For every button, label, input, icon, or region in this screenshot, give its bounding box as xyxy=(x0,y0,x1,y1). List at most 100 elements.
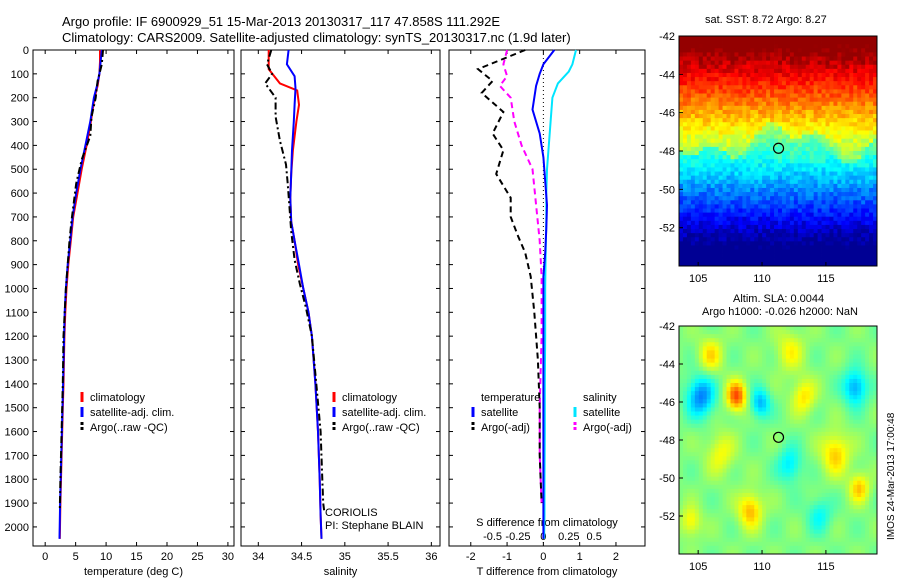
map-cell xyxy=(853,60,858,66)
map-cell xyxy=(702,142,708,148)
map-cell xyxy=(841,374,846,380)
map-cell xyxy=(710,85,716,90)
map-cell xyxy=(722,97,727,103)
map-cell xyxy=(805,411,811,416)
map-cell xyxy=(750,114,755,119)
map-cell xyxy=(833,338,838,343)
map-cell xyxy=(801,224,807,230)
map-cell xyxy=(722,40,727,45)
map-cell xyxy=(770,48,775,53)
map-cell xyxy=(690,56,696,62)
map-cell xyxy=(873,374,878,380)
map-cell xyxy=(758,253,763,259)
map-cell xyxy=(793,122,799,127)
map-cell xyxy=(690,224,696,230)
map-cell xyxy=(758,97,763,103)
map-cell xyxy=(710,334,716,339)
map-cell xyxy=(869,126,874,131)
map-cell xyxy=(829,476,834,482)
map-cell xyxy=(698,208,704,214)
map-cell xyxy=(825,229,830,234)
map-cell xyxy=(837,89,842,94)
map-cell xyxy=(873,118,878,123)
map-cell xyxy=(841,233,846,238)
map-cell xyxy=(746,72,751,78)
map-cell xyxy=(785,383,791,388)
map-cell xyxy=(738,146,743,152)
map-cell xyxy=(754,419,759,425)
map-cell xyxy=(762,423,767,429)
map-cell xyxy=(869,374,874,380)
map-cell xyxy=(734,36,739,41)
map-cell xyxy=(805,350,811,355)
map-cell xyxy=(694,48,700,53)
map-cell xyxy=(817,44,822,49)
map-cell xyxy=(686,187,692,193)
map-cell xyxy=(742,411,747,416)
map-cell xyxy=(734,167,739,172)
map-cell xyxy=(718,36,723,41)
map-cell xyxy=(746,97,751,103)
map-cell xyxy=(762,403,767,408)
map-cell xyxy=(726,155,731,160)
map-cell xyxy=(841,358,846,364)
map-cell xyxy=(706,179,712,185)
map-cell xyxy=(785,338,791,343)
map-cell xyxy=(861,89,866,94)
map-cell xyxy=(730,241,735,246)
map-cell xyxy=(762,440,767,445)
map-cell xyxy=(726,480,731,486)
map-cell xyxy=(865,204,870,209)
map-cell xyxy=(841,89,846,94)
map-cell xyxy=(762,179,767,185)
map-cell xyxy=(774,204,779,209)
map-cell xyxy=(706,56,712,62)
map-cell xyxy=(746,48,751,53)
map-cell xyxy=(813,64,818,70)
map-cell xyxy=(730,142,735,148)
map-cell xyxy=(853,134,858,140)
map-cell xyxy=(754,431,759,437)
map-cell xyxy=(801,395,807,400)
map-cell xyxy=(770,220,775,226)
map-cell xyxy=(789,56,795,62)
map-cell xyxy=(706,460,712,465)
map-cell xyxy=(774,378,779,384)
map-cell xyxy=(706,342,712,347)
map-cell xyxy=(837,196,842,201)
map-cell xyxy=(853,403,858,408)
map-cell xyxy=(742,60,747,66)
map-cell xyxy=(809,423,815,429)
map-cell xyxy=(853,175,858,181)
map-cell xyxy=(833,64,838,70)
map-cell xyxy=(758,212,763,218)
map-cell xyxy=(785,237,791,242)
map-cell xyxy=(722,72,727,78)
map-cell xyxy=(722,192,727,197)
map-cell xyxy=(770,146,775,152)
map-cell xyxy=(853,411,858,416)
map-cell xyxy=(706,249,712,255)
map-cell xyxy=(686,114,692,119)
map-cell xyxy=(809,358,815,364)
map-cell xyxy=(722,187,727,193)
map-cell xyxy=(730,253,735,259)
map-cell xyxy=(726,105,731,111)
map-cell xyxy=(873,175,878,181)
map-cell xyxy=(702,342,708,347)
map-cell xyxy=(690,257,696,263)
map-cell xyxy=(853,151,858,156)
map-cell xyxy=(730,403,735,408)
map-cell xyxy=(758,163,763,168)
map-cell xyxy=(730,60,735,66)
map-cell xyxy=(817,126,822,131)
map-cell xyxy=(841,196,846,201)
map-cell xyxy=(702,109,708,115)
map-cell xyxy=(686,411,692,416)
map-cell xyxy=(853,146,858,152)
map-cell xyxy=(710,415,716,421)
map-cell xyxy=(738,187,743,193)
map-cell xyxy=(706,171,712,177)
map-cell xyxy=(702,114,708,119)
map-cell xyxy=(770,130,775,135)
